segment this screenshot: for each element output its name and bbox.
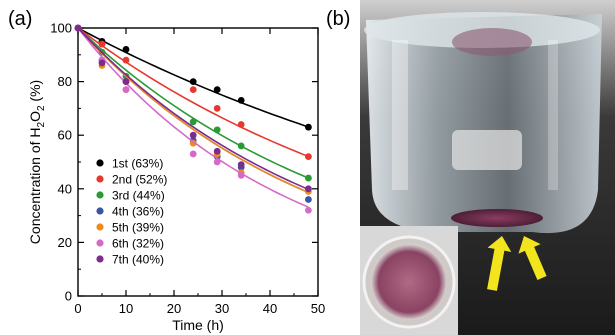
- beaker-photo: [360, 0, 615, 335]
- y-axis-label: Concentration of H2O2 (%): [27, 80, 47, 244]
- x-tick-label: 40: [263, 301, 277, 316]
- arrow-shape: [518, 236, 547, 280]
- legend-marker: [96, 159, 104, 167]
- x-tick-label: 20: [167, 301, 181, 316]
- chart-svg: 0 10 20 30 40 50 0 20 40 60 80 100 Time (h) Concentra…: [27, 21, 325, 334]
- legend-entry: 3rd (44%): [112, 189, 165, 203]
- data-point: [98, 59, 106, 67]
- data-point: [305, 185, 312, 193]
- catalyst-sediment: [451, 209, 543, 227]
- x-tick-label: 30: [215, 301, 229, 316]
- arrow-shape: [487, 235, 512, 291]
- data-point: [122, 78, 130, 85]
- y-tick-label: 60: [58, 128, 72, 143]
- panel-label-b: (b): [326, 8, 351, 30]
- legend-entry: 6th (32%): [112, 237, 164, 251]
- panel-label-a: (a): [8, 8, 33, 30]
- glass-highlight: [392, 40, 408, 190]
- x-tick-label: 50: [311, 301, 325, 316]
- data-point: [305, 196, 312, 203]
- fit-curve-7: [77, 27, 309, 191]
- data-point: [305, 206, 312, 214]
- glass-highlight-right: [548, 40, 558, 190]
- legend-entry: 1st (63%): [112, 157, 163, 171]
- data-point: [189, 150, 197, 158]
- legend-marker: [96, 255, 104, 263]
- data-point: [98, 40, 106, 48]
- beaker-glass: [366, 14, 602, 234]
- legend-entry: 2nd (52%): [112, 173, 167, 187]
- data-point: [122, 56, 130, 64]
- chart-panel-a: 0 10 20 30 40 50 0 20 40 60 80 100 Time (h) Concentra…: [8, 8, 325, 334]
- y-tick-label: 100: [50, 21, 72, 36]
- data-point: [237, 96, 245, 104]
- legend-entry: 4th (36%): [112, 205, 164, 219]
- white-reflection: [452, 130, 522, 170]
- legend-marker: [96, 191, 104, 199]
- data-point: [213, 126, 221, 134]
- fit-curve-2: [77, 27, 309, 158]
- data-point: [189, 78, 197, 85]
- legend-marker: [96, 223, 104, 231]
- fit-curve-1: [77, 27, 309, 128]
- data-point: [213, 86, 221, 94]
- data-point: [213, 158, 221, 166]
- y-tick-label: 40: [58, 181, 72, 196]
- legend-marker: [96, 207, 104, 215]
- legend-entry: 5th (39%): [112, 221, 164, 235]
- fit-curve-5: [77, 27, 309, 194]
- fit-curve-3: [77, 27, 309, 179]
- data-point: [213, 105, 221, 112]
- data-point: [189, 139, 197, 147]
- legend-marker: [96, 239, 104, 247]
- y-tick-label: 20: [58, 235, 72, 250]
- data-point: [237, 172, 245, 179]
- legend-entry: 7th (40%): [112, 253, 164, 267]
- inset-dish-powder: [371, 244, 447, 320]
- y-tick-label: 0: [65, 289, 72, 304]
- arrow-left: [487, 235, 512, 291]
- legend-marker: [96, 175, 104, 183]
- data-point: [237, 121, 245, 128]
- data-point: [305, 153, 312, 161]
- top-reflection: [452, 28, 532, 56]
- arrow-right: [518, 236, 547, 280]
- data-point: [305, 174, 312, 182]
- fit-curve-6: [77, 27, 309, 208]
- data-point: [189, 118, 197, 126]
- x-tick-label: 10: [119, 301, 133, 316]
- y-tick-label: 80: [58, 74, 72, 89]
- data-point: [74, 24, 82, 32]
- data-point: [237, 161, 245, 169]
- data-point: [122, 86, 130, 94]
- data-point: [305, 123, 312, 131]
- x-tick-label: 0: [74, 301, 81, 316]
- data-point: [213, 147, 221, 155]
- x-axis-label: Time (h): [172, 317, 224, 333]
- data-point: [189, 131, 197, 139]
- data-point: [122, 46, 130, 53]
- photo-panel-b: (b): [326, 0, 615, 335]
- data-point: [189, 86, 197, 94]
- data-point: [237, 142, 245, 150]
